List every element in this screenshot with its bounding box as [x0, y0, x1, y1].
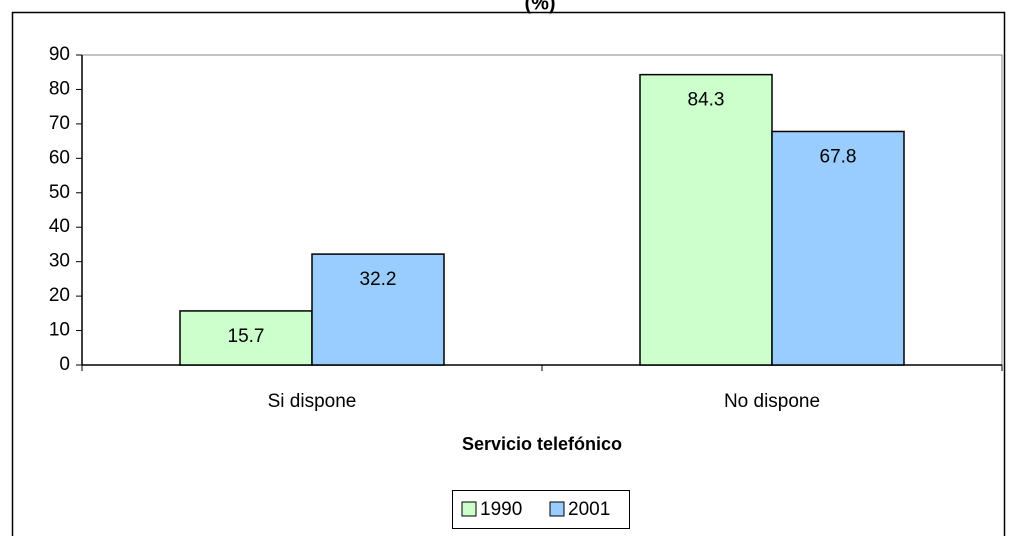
legend-swatch	[549, 501, 565, 517]
legend	[452, 490, 630, 529]
legend-swatch	[461, 501, 477, 517]
y-tick-label: 0	[59, 354, 70, 375]
y-tick-label: 80	[49, 78, 70, 99]
y-tick-label: 10	[49, 320, 70, 341]
value-label: 67.8	[820, 146, 857, 167]
value-label: 15.7	[228, 326, 265, 347]
value-label: 32.2	[360, 269, 397, 290]
legend-label: 2001	[568, 499, 610, 520]
chart-title: (%)	[524, 0, 555, 14]
y-tick-label: 50	[49, 182, 70, 203]
y-tick-label: 70	[49, 113, 70, 134]
bar	[311, 253, 445, 366]
chart-frame	[11, 11, 1006, 536]
bar	[771, 130, 905, 366]
x-tick-label: No dispone	[724, 391, 820, 412]
bar	[639, 73, 773, 366]
y-tick-label: 90	[49, 44, 70, 65]
legend-label: 1990	[480, 499, 522, 520]
y-tick-label: 20	[49, 285, 70, 306]
y-tick-label: 40	[49, 216, 70, 237]
x-axis-label: Servicio telefónico	[462, 434, 622, 454]
x-tick-label: Si dispone	[268, 391, 357, 412]
value-label: 84.3	[688, 90, 725, 111]
bar	[179, 310, 313, 366]
y-tick-label: 60	[49, 147, 70, 168]
y-tick-label: 30	[49, 251, 70, 272]
